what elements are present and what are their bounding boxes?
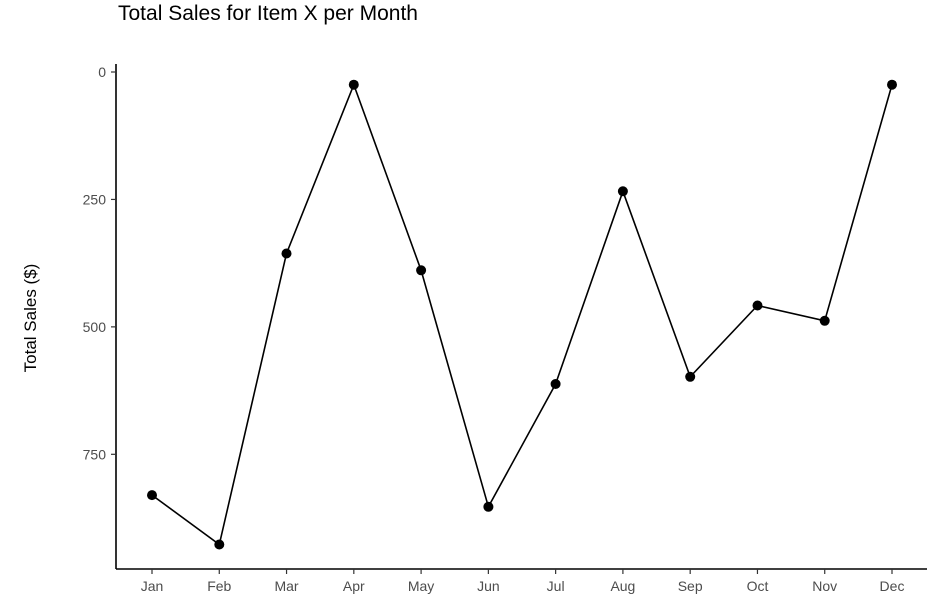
x-tick-label: Mar — [274, 578, 298, 594]
x-tick-label: Feb — [207, 578, 231, 594]
axes: 0 250 500 750 Jan Feb Mar Apr May Jun Jul Aug Sep Oct… — [83, 64, 927, 594]
x-tick-label: Sep — [678, 578, 703, 594]
x-tick-label: Jan — [141, 578, 164, 594]
chart-title: Total Sales for Item X per Month — [118, 2, 418, 25]
y-tick-label: 250 — [83, 191, 107, 207]
x-tick-label: Jul — [547, 578, 565, 594]
data-point — [214, 539, 225, 550]
x-tick-label: Dec — [880, 578, 905, 594]
data-point — [819, 315, 830, 326]
x-tick-label: May — [408, 578, 434, 594]
x-tick-label: Aug — [610, 578, 635, 594]
series-line — [151, 82, 893, 546]
x-tick-label: Oct — [747, 578, 769, 594]
data-point — [147, 490, 157, 501]
data-point — [617, 186, 628, 197]
data-point — [281, 248, 292, 259]
data-point — [685, 371, 696, 382]
y-axis-title: Total Sales ($) — [21, 264, 40, 373]
data-point — [887, 79, 897, 90]
x-tick-label: Apr — [343, 578, 365, 594]
data-point — [416, 265, 427, 276]
x-tick-label: Jun — [477, 578, 500, 594]
data-point — [483, 501, 494, 512]
data-point — [752, 300, 763, 311]
data-series — [147, 79, 897, 550]
y-tick-label: 0 — [98, 64, 106, 80]
x-tick-label: Nov — [812, 578, 837, 594]
data-point — [348, 79, 359, 90]
y-tick-label: 500 — [83, 319, 107, 335]
y-tick-label: 750 — [83, 446, 107, 462]
data-point — [550, 379, 561, 389]
